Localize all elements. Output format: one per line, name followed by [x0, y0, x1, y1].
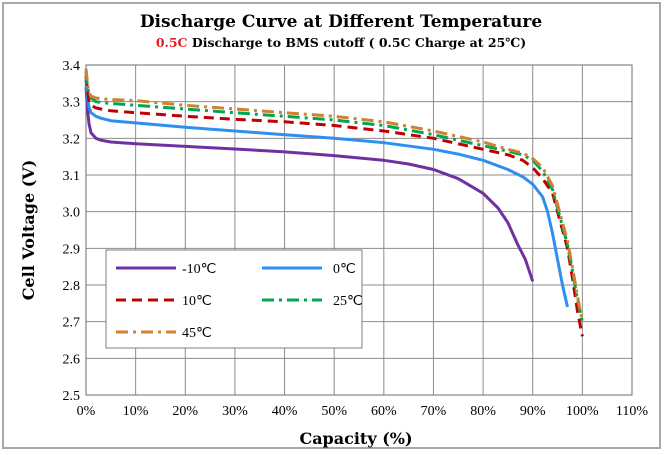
- x-tick-labels: 0% 10% 20% 30% 40% 50% 60% 70% 80% 90% 100% 110%: [77, 404, 649, 419]
- x-tick-label: 20%: [172, 404, 198, 419]
- x-tick-label: 90%: [520, 404, 546, 419]
- x-tick-label: 10%: [123, 404, 149, 419]
- series-line: [84, 86, 535, 282]
- y-axis-label: Cell Voltage (V): [19, 160, 38, 301]
- x-axis-label: Capacity (%): [299, 429, 412, 448]
- x-tick-label: 40%: [272, 404, 298, 419]
- y-tick-label: 3.0: [63, 206, 81, 221]
- plot-grid: [85, 64, 633, 396]
- legend-label: 45℃: [182, 326, 212, 341]
- series-line: [84, 75, 584, 337]
- legend-label: 0℃: [333, 262, 356, 277]
- x-tick-label: 30%: [222, 404, 248, 419]
- x-tick-label: 110%: [616, 404, 648, 419]
- chart-subtitle: 0.5C Discharge to BMS cutoff ( 0.5C Char…: [156, 35, 526, 50]
- legend-label: 25℃: [333, 294, 363, 309]
- y-tick-label: 2.6: [63, 352, 81, 367]
- legend-label: 10℃: [182, 294, 212, 309]
- y-tick-label: 2.8: [63, 279, 81, 294]
- y-tick-label: 3.4: [63, 59, 81, 74]
- chart-title: Discharge Curve at Different Temperature: [140, 12, 543, 32]
- y-tick-label: 3.1: [63, 169, 81, 184]
- x-tick-label: 0%: [77, 404, 96, 419]
- y-tick-label: 2.5: [63, 389, 81, 404]
- y-tick-label: 3.2: [63, 132, 81, 147]
- x-tick-label: 100%: [566, 404, 599, 419]
- plot-area-border: [85, 64, 633, 396]
- x-tick-label: 60%: [371, 404, 397, 419]
- series-line: [84, 72, 584, 323]
- legend-label: -10℃: [182, 262, 216, 277]
- series-lines: [84, 68, 584, 337]
- y-tick-label: 3.3: [63, 96, 81, 111]
- series-line: [84, 79, 569, 308]
- y-tick-label: 2.9: [63, 242, 81, 257]
- x-tick-label: 70%: [421, 404, 447, 419]
- x-tick-label: 80%: [470, 404, 496, 419]
- y-tick-labels: 2.5 2.6 2.7 2.8 2.9 3.0 3.1 3.2 3.3 3.4: [63, 59, 81, 404]
- y-tick-label: 2.7: [63, 316, 81, 331]
- series-line: [84, 68, 584, 322]
- subtitle-highlight: 0.5C: [156, 35, 188, 50]
- subtitle-text: Discharge to BMS cutoff ( 0.5C Charge at…: [188, 35, 527, 50]
- legend: -10℃ 0℃ 10℃ 25℃ 45℃: [105, 249, 363, 349]
- x-tick-label: 50%: [321, 404, 347, 419]
